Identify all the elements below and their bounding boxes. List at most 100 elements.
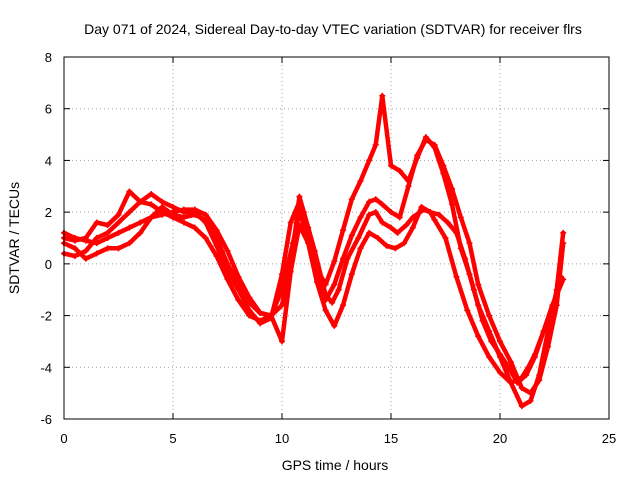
- data-point-marker: [180, 214, 187, 221]
- data-point-marker: [518, 384, 525, 391]
- data-point-marker: [287, 219, 294, 226]
- data-point-marker: [104, 235, 111, 241]
- data-point-marker: [213, 235, 220, 241]
- data-point-marker: [191, 224, 198, 231]
- data-series: [61, 92, 567, 410]
- data-point-marker: [305, 240, 312, 247]
- data-point-marker: [418, 203, 425, 210]
- data-point-marker: [305, 224, 312, 231]
- data-point-marker: [340, 255, 347, 262]
- data-point-marker: [268, 312, 275, 319]
- data-point-marker: [331, 281, 338, 288]
- data-point-marker: [322, 281, 329, 288]
- data-point-marker: [372, 196, 379, 203]
- data-point-marker: [518, 403, 525, 410]
- x-tick-label: 20: [493, 431, 507, 446]
- data-point-marker: [202, 211, 209, 218]
- data-point-marker: [560, 229, 567, 236]
- x-tick-label: 15: [384, 431, 398, 446]
- data-point-marker: [431, 144, 438, 151]
- data-point-marker: [331, 258, 338, 265]
- x-tick-label: 0: [60, 431, 67, 446]
- data-point-marker: [148, 214, 155, 221]
- data-point-marker: [202, 235, 209, 241]
- data-point-marker: [396, 167, 403, 174]
- data-point-marker: [170, 211, 176, 218]
- data-point-marker: [374, 235, 381, 241]
- data-point-marker: [115, 211, 122, 218]
- data-point-marker: [335, 286, 342, 293]
- x-tick-label: 25: [602, 431, 616, 446]
- data-point-marker: [366, 198, 373, 205]
- data-point-marker: [409, 224, 416, 231]
- y-tick-label: 0: [45, 257, 52, 272]
- data-point-marker: [403, 222, 410, 229]
- data-point-marker: [104, 245, 111, 252]
- data-point-marker: [340, 302, 347, 309]
- data-point-marker: [180, 219, 187, 226]
- y-tick-label: -6: [40, 412, 52, 427]
- data-point-marker: [396, 214, 403, 221]
- data-point-marker: [246, 299, 253, 306]
- x-tick-label: 10: [275, 431, 289, 446]
- data-point-marker: [357, 245, 364, 252]
- data-point-marker: [505, 364, 512, 371]
- data-point-marker: [540, 328, 547, 335]
- data-point-marker: [475, 333, 482, 340]
- x-axis-label: GPS time / hours: [282, 457, 389, 473]
- data-point-marker: [115, 219, 122, 226]
- data-point-marker: [405, 178, 412, 185]
- data-point-marker: [497, 369, 503, 376]
- data-point-marker: [115, 229, 122, 236]
- data-point-marker: [366, 229, 373, 236]
- data-point-marker: [379, 219, 386, 226]
- data-point-marker: [401, 240, 408, 247]
- data-point-marker: [159, 203, 166, 210]
- data-point-marker: [355, 235, 362, 241]
- data-point-marker: [379, 92, 386, 99]
- data-point-marker: [372, 141, 379, 148]
- data-point-marker: [296, 198, 303, 205]
- series-line: [61, 194, 564, 386]
- data-point-marker: [202, 216, 209, 223]
- data-point-marker: [462, 255, 469, 262]
- data-point-marker: [442, 235, 449, 241]
- data-point-marker: [148, 191, 155, 198]
- y-tick-label: -2: [40, 309, 52, 324]
- data-point-marker: [488, 338, 495, 345]
- data-point-marker: [449, 201, 456, 208]
- y-axis-label: SDTVAR / TECUs: [6, 182, 22, 294]
- data-point-marker: [331, 322, 338, 329]
- data-point-marker: [148, 201, 155, 208]
- data-point-marker: [322, 307, 329, 314]
- data-point-marker: [93, 219, 100, 226]
- data-point-marker: [444, 219, 451, 226]
- data-point-marker: [279, 271, 285, 278]
- data-point-marker: [159, 198, 166, 205]
- data-point-marker: [536, 372, 543, 379]
- plot-frame: [63, 56, 610, 420]
- data-point-marker: [71, 237, 78, 244]
- data-point-marker: [313, 278, 320, 285]
- data-point-marker: [507, 359, 514, 366]
- data-point-marker: [246, 307, 253, 314]
- data-point-marker: [180, 209, 187, 216]
- data-point-marker: [366, 157, 373, 164]
- data-point-marker: [414, 154, 421, 161]
- data-point-marker: [224, 247, 231, 254]
- data-point-marker: [388, 209, 394, 216]
- data-point-marker: [440, 170, 447, 177]
- data-point-marker: [279, 338, 285, 345]
- data-point-marker: [329, 299, 336, 306]
- data-point-marker: [257, 320, 264, 327]
- data-point-marker: [388, 162, 394, 169]
- x-tick-label: 5: [169, 431, 176, 446]
- y-tick-label: -4: [40, 360, 52, 375]
- data-point-marker: [224, 260, 231, 267]
- data-point-marker: [497, 338, 503, 345]
- data-point-marker: [93, 250, 100, 257]
- data-point-marker: [379, 201, 386, 208]
- data-point-marker: [435, 211, 442, 218]
- data-point-marker: [470, 286, 477, 293]
- data-point-marker: [372, 209, 379, 216]
